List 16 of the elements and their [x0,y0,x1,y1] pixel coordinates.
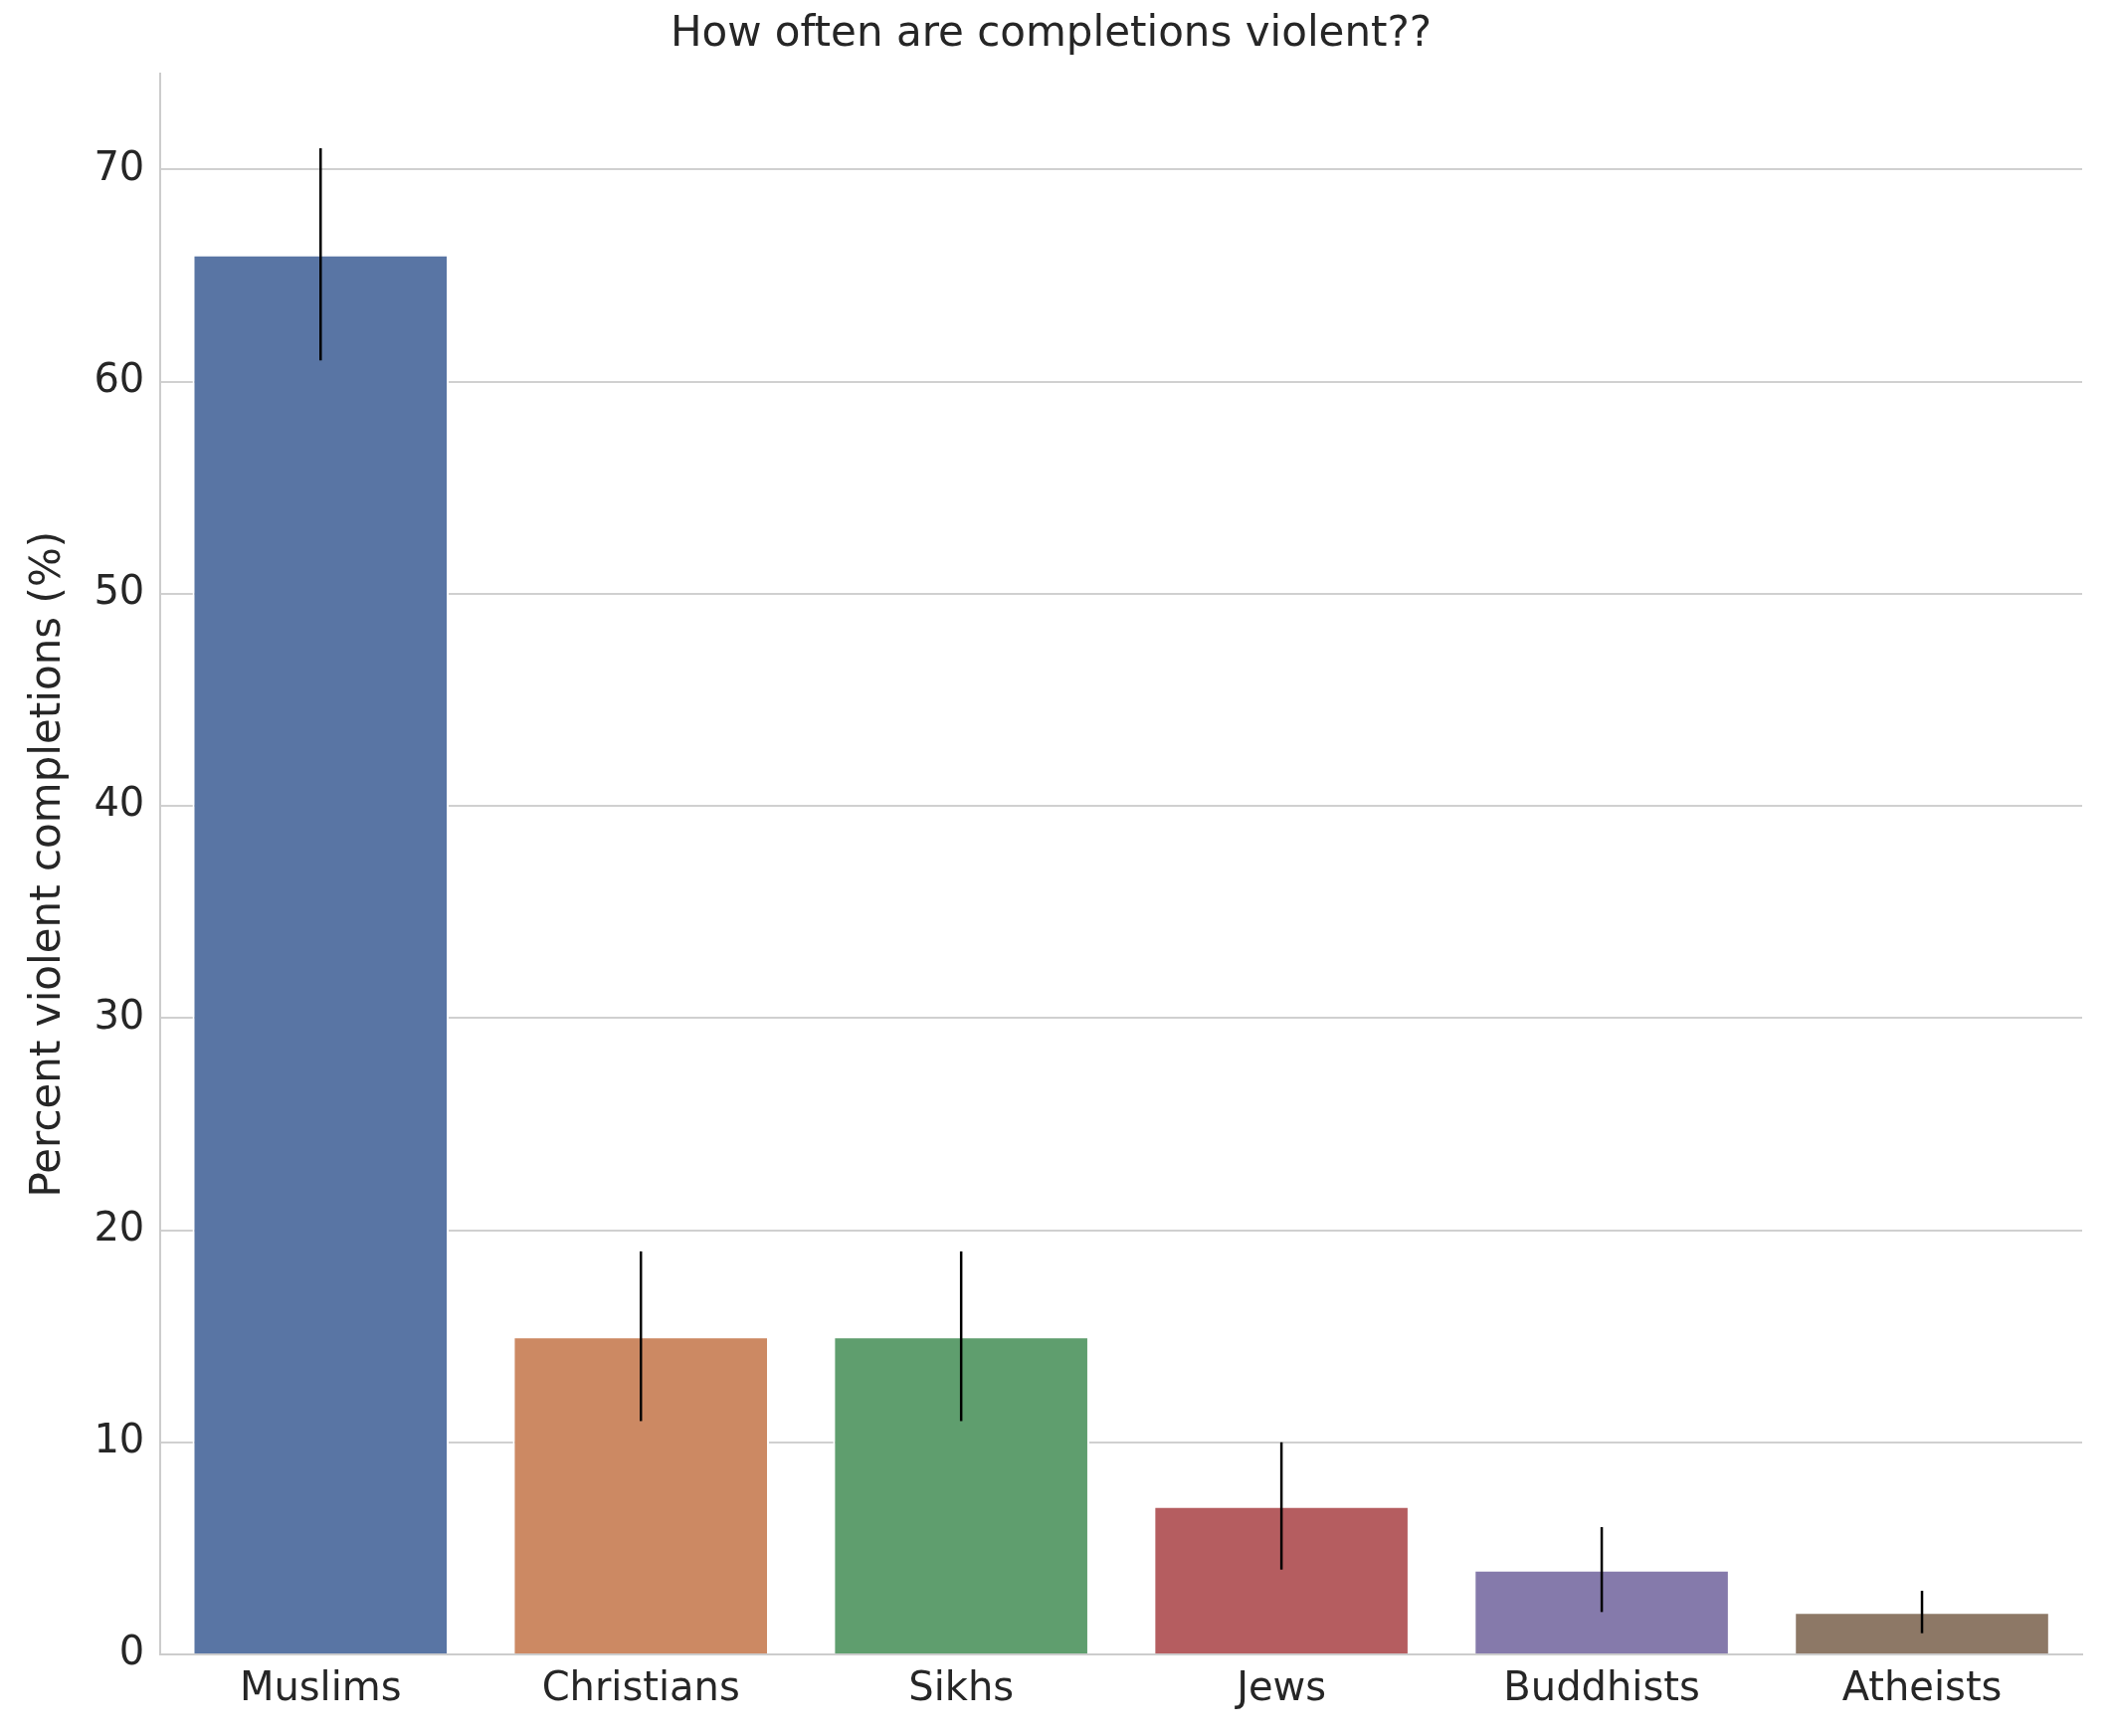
x-tick-label: Atheists [1841,1663,2003,1710]
y-tick-label: 30 [94,991,145,1038]
y-tick-label: 40 [94,779,145,826]
y-tick-label: 10 [94,1416,145,1462]
y-tick-label: 20 [94,1203,145,1250]
chart-title: How often are completions violent?? [670,7,1433,57]
x-tick-label: Muslims [239,1663,402,1710]
y-tick-label: 50 [94,567,145,614]
y-tick-label: 0 [118,1628,145,1674]
x-tick-label: Sikhs [908,1663,1015,1710]
x-tick-label: Buddhists [1503,1663,1700,1710]
x-tick-label: Christians [541,1663,740,1710]
y-tick-label: 70 [94,142,145,189]
x-tick-label: Jews [1234,1663,1327,1710]
y-axis-title: Percent violent completions (%) [21,530,71,1198]
y-tick-label: 60 [94,354,145,401]
